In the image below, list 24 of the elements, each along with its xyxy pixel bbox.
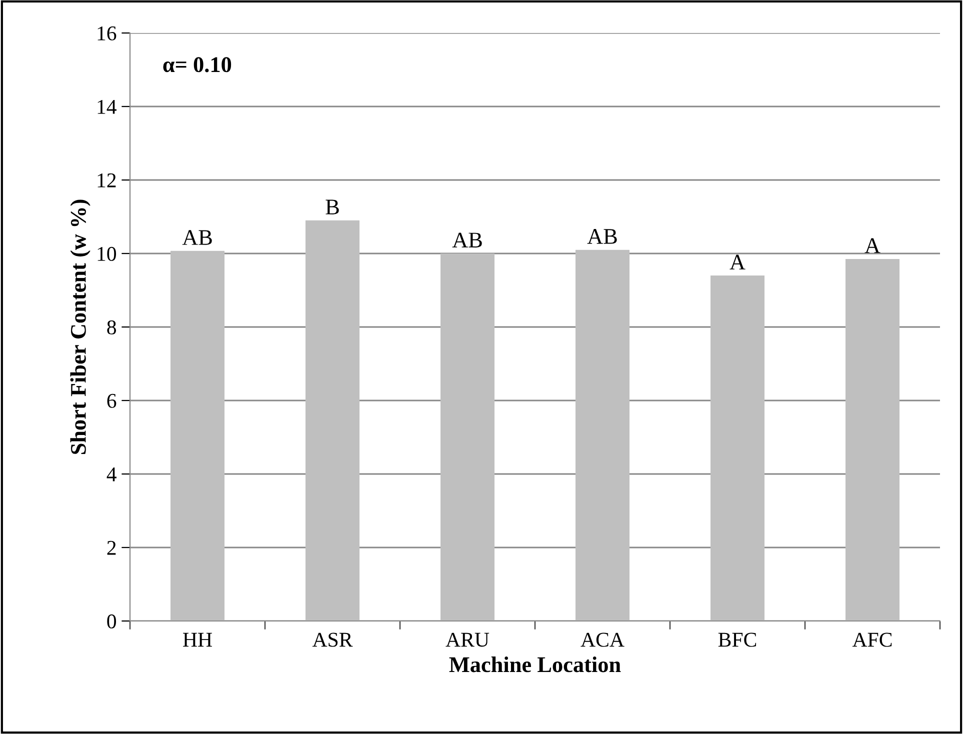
x-tick-label: HH <box>183 632 212 647</box>
annotation: α= 0.10 <box>163 57 232 72</box>
annotation: AB <box>182 230 212 245</box>
x-tick-label: BFC <box>718 632 756 647</box>
y-tick-label: 4 <box>106 468 116 482</box>
y-tick-label: 0 <box>107 614 116 628</box>
x-tick-label: ARU <box>446 632 490 647</box>
y-tick-label: 2 <box>107 540 116 555</box>
x-tick-label: AFC <box>852 632 892 647</box>
annotation: A <box>730 254 746 270</box>
y-tick-label: 8 <box>107 320 116 334</box>
y-tick-label: 6 <box>107 394 116 408</box>
y-tick-label: 12 <box>98 173 116 188</box>
y-tick-label: 14 <box>98 100 116 114</box>
x-tick-label: ACA <box>580 632 624 647</box>
x-axis-title: Machine Location <box>449 656 621 672</box>
y-tick-label: 16 <box>98 26 116 40</box>
annotation: AB <box>587 229 617 244</box>
y-tick-label: 10 <box>98 246 116 261</box>
annotation: B <box>326 200 339 214</box>
y-axis-title: Short Fiber Content (w %) <box>70 200 90 454</box>
annotation: AB <box>452 232 482 248</box>
annotation: A <box>864 238 880 253</box>
x-tick-label: ASR <box>312 632 353 647</box>
